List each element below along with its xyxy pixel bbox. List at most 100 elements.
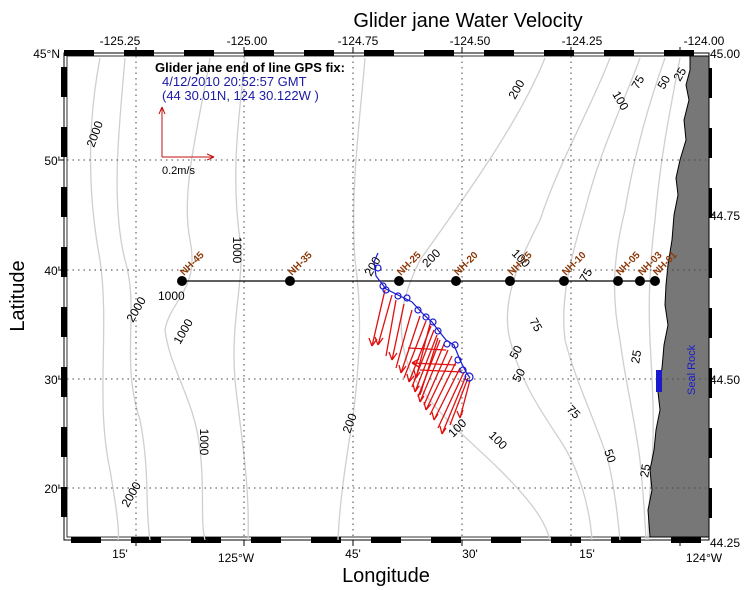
contour-line (563, 57, 641, 541)
velocity-arrow (431, 367, 461, 421)
station-marker (650, 276, 660, 286)
scale-arrow-vertical (158, 106, 166, 157)
track-point (454, 356, 462, 364)
left-tick: 45°N (33, 47, 60, 61)
velocity-arrow (417, 343, 445, 403)
velocity-arrow (429, 361, 457, 416)
contour-label: 50 (601, 447, 619, 465)
contour-label: 50 (654, 73, 673, 92)
bottom-tick: 124°W (686, 551, 723, 565)
contour-line (613, 57, 666, 541)
left-tick: 50' (44, 154, 60, 168)
bathymetry-contours (89, 57, 681, 541)
velocity-arrow (439, 375, 467, 435)
velocity-arrow (423, 349, 449, 406)
y-axis-label: Latitude (7, 260, 29, 331)
gps-fix-header: Glider jane end of line GPS fix: (155, 60, 345, 75)
contour-label: 25 (637, 463, 653, 479)
contour-label: 1000 (230, 237, 244, 264)
contour-label: 25 (670, 65, 689, 84)
top-tick: -125.25 (100, 34, 141, 48)
top-tick: -124.75 (338, 34, 379, 48)
contour-label: 75 (628, 73, 647, 92)
bottom-tick: 30' (462, 547, 478, 561)
velocity-arrow (413, 323, 431, 379)
glider-track (373, 252, 474, 382)
x-axis-label: Longitude (342, 565, 430, 587)
map-title: Glider jane Water Velocity (353, 10, 582, 32)
contour-label: 200 (340, 411, 360, 435)
contour-line (164, 57, 211, 541)
station-marker (177, 276, 187, 286)
top-tick: -125.00 (227, 34, 268, 48)
track-point (459, 366, 467, 374)
bottom-tick: 125°W (218, 551, 255, 565)
velocity-arrow (374, 294, 393, 346)
right-tick: 44.75 (710, 209, 740, 223)
right-tick: 44.25 (710, 536, 740, 550)
bottom-tick: 15' (579, 547, 595, 561)
seal-rock-marker (656, 370, 662, 392)
contour-label: 25 (628, 349, 644, 365)
contour-label: 1000 (197, 429, 211, 456)
contour-label: 50 (506, 343, 525, 362)
right-tick: 44.50 (710, 373, 740, 387)
velocity-scale-label: 0.2m/s (162, 165, 196, 177)
left-tick: 20' (44, 482, 60, 496)
velocity-arrow (385, 299, 397, 357)
station-marker (394, 276, 404, 286)
station-marker (285, 276, 295, 286)
track-point (429, 318, 437, 326)
track-point (422, 313, 430, 321)
tick-marks (58, 47, 715, 546)
velocity-arrow (403, 320, 427, 379)
track-point (374, 264, 382, 272)
map-frame-border (61, 50, 712, 543)
contour-label: 75 (576, 266, 595, 285)
top-tick: -124.50 (450, 34, 491, 48)
track-point (451, 341, 459, 349)
velocity-arrow (407, 347, 447, 351)
left-tick: 40' (44, 264, 60, 278)
bottom-tick: 15' (112, 547, 128, 561)
station-marker (451, 276, 461, 286)
velocity-vectors (368, 289, 471, 435)
seal-rock-label: Seal Rock (686, 344, 698, 395)
scale-arrow-horizontal (162, 153, 215, 161)
contour-line (506, 57, 611, 541)
track-point (464, 372, 474, 382)
gps-fix-position: (44 30.01N, 124 30.122W ) (162, 88, 319, 103)
velocity-arrow (395, 309, 413, 369)
velocity-arrow (437, 371, 465, 429)
left-tick: 30' (44, 373, 60, 387)
right-tick: 45.00 (710, 47, 740, 61)
right-axis-ticks: 45.00 44.75 44.50 44.25 (710, 47, 740, 550)
track-point (382, 286, 390, 294)
contour-label: 1000 (158, 289, 185, 303)
velocity-arrow (398, 315, 421, 374)
station-marker (635, 276, 645, 286)
track-point (394, 292, 402, 300)
track-point (403, 294, 411, 302)
contour-label: 50 (509, 366, 528, 385)
track-point (443, 340, 451, 348)
contour-line (337, 57, 366, 541)
contour-line (233, 57, 249, 541)
bottom-axis-ticks: 15' 125°W 45' 30' 15' 124°W (112, 547, 723, 565)
grid-lines (67, 56, 706, 537)
contour-label: 75 (526, 316, 545, 335)
contour-line (400, 57, 551, 541)
bottom-tick: 45' (345, 547, 361, 561)
track-point (434, 327, 442, 335)
map-frame (63, 52, 710, 541)
velocity-arrow (419, 369, 463, 373)
station-marker (559, 276, 569, 286)
velocity-scale (158, 106, 215, 161)
track-point (414, 306, 422, 314)
velocity-arrow (388, 303, 405, 361)
velocity-arrow (456, 379, 471, 419)
coastline-land (647, 55, 710, 538)
velocity-arrow (449, 377, 469, 426)
station-marker (613, 276, 623, 286)
